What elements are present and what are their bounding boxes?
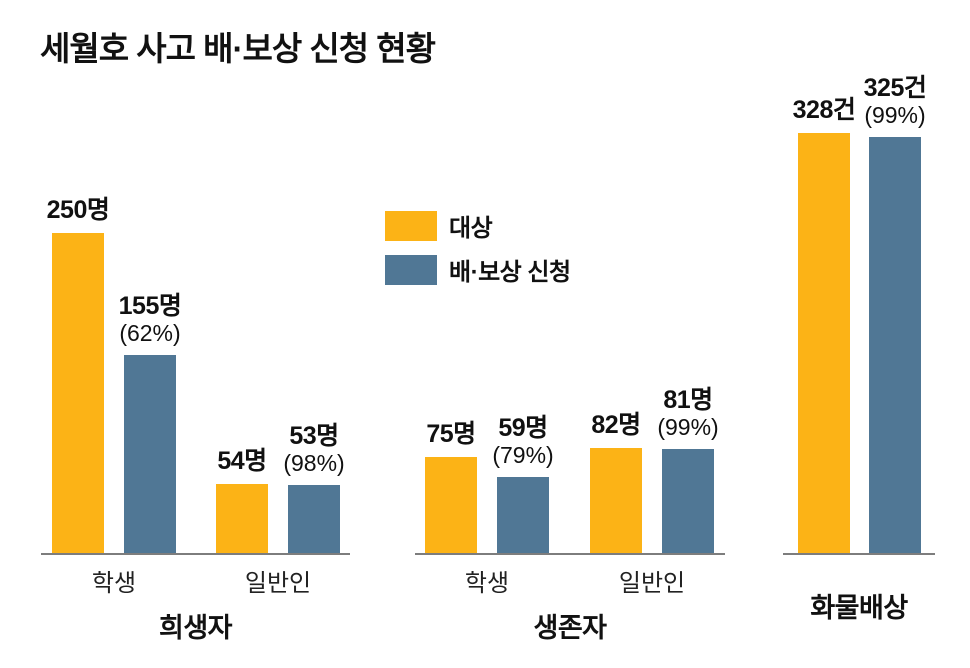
group1-title: 희생자 bbox=[158, 613, 233, 643]
group1-bar-2-applied bbox=[124, 355, 176, 553]
group2-bar-2-percent: (79%) bbox=[492, 442, 554, 468]
group2-bar-1-target bbox=[425, 457, 477, 553]
group3-title: 화물배상 bbox=[810, 593, 908, 623]
group2-bar-3-label: 82명 bbox=[591, 411, 641, 439]
group1-bar-2-percent: (62%) bbox=[119, 320, 181, 346]
group1-bar-4-applied bbox=[288, 485, 340, 553]
group2-bar-2-applied bbox=[497, 477, 549, 553]
group2-axis-line bbox=[415, 553, 725, 555]
group1-bar-3-label: 54명 bbox=[217, 447, 267, 475]
legend-item-applied: 배·보상 신청 bbox=[385, 252, 571, 287]
group2-category-1: 학생 bbox=[464, 570, 510, 597]
group3-bar-2-label: 325건 (99%) bbox=[863, 74, 927, 129]
legend-label-applied: 배·보상 신청 bbox=[449, 259, 571, 286]
group3-bar-1-label: 328건 bbox=[793, 97, 856, 124]
group1-bar-4-percent: (98%) bbox=[283, 450, 345, 476]
group2-bar-2-label: 59명 (79%) bbox=[492, 414, 554, 469]
group2-bar-4-label: 81명 (99%) bbox=[657, 386, 719, 441]
group3-bar-1-value: 328건 bbox=[792, 96, 856, 124]
group1-bar-4-value: 53명 bbox=[289, 422, 339, 450]
group2-title: 생존자 bbox=[533, 613, 607, 643]
legend-swatch-applied bbox=[385, 254, 437, 285]
group1-category-2: 일반인 bbox=[244, 570, 312, 597]
group2-bar-3-target bbox=[590, 448, 642, 553]
legend: 대상 배·보상 신청 bbox=[385, 208, 685, 288]
legend-label-target: 대상 bbox=[449, 215, 493, 242]
legend-item-target: 대상 bbox=[385, 208, 493, 243]
group2-category-2: 일반인 bbox=[618, 570, 686, 597]
group2-bar-4-value: 81명 bbox=[663, 386, 713, 414]
group2-bar-2-value: 59명 bbox=[498, 414, 548, 442]
group1-bar-4-label: 53명 (98%) bbox=[283, 422, 345, 477]
group1-axis-line bbox=[41, 553, 350, 555]
group3-bar-2-percent: (99%) bbox=[864, 102, 926, 128]
group2-bar-4-applied bbox=[662, 449, 714, 553]
legend-swatch-target bbox=[385, 210, 437, 241]
group1-bar-1-target bbox=[52, 233, 104, 553]
group1-bar-3-value: 54명 bbox=[217, 447, 267, 475]
group2-bar-3-value: 82명 bbox=[591, 411, 641, 439]
group1-bar-2-label: 155명 (62%) bbox=[118, 292, 182, 347]
group2-bar-1-value: 75명 bbox=[426, 420, 476, 448]
group3-bar-2-applied bbox=[869, 137, 921, 553]
group3-bar-2-value: 325건 bbox=[863, 74, 927, 102]
group1-bar-3-target bbox=[216, 484, 268, 553]
group2-bar-1-label: 75명 bbox=[426, 420, 476, 448]
group1-bar-2-value: 155명 bbox=[118, 292, 182, 320]
group1-category-1: 학생 bbox=[91, 570, 137, 597]
group3-bar-1-target bbox=[798, 133, 850, 553]
group1-bar-1-label: 250명 bbox=[47, 197, 110, 224]
group3-axis-line bbox=[783, 553, 935, 555]
chart-title: 세월호 사고 배·보상 신청 현황 bbox=[40, 30, 436, 67]
group1-bar-1-value: 250명 bbox=[46, 196, 110, 224]
group2-bar-4-percent: (99%) bbox=[657, 414, 719, 440]
